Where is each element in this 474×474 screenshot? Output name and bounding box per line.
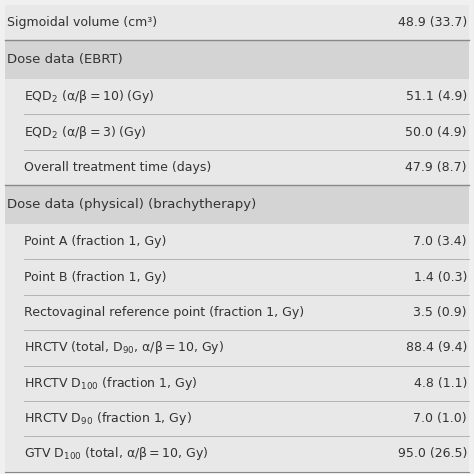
- Text: Sigmoidal volume (cm³): Sigmoidal volume (cm³): [7, 16, 157, 29]
- Bar: [5, 295, 469, 330]
- Text: 48.9 (33.7): 48.9 (33.7): [398, 16, 467, 29]
- Bar: [5, 365, 469, 401]
- Text: 47.9 (8.7): 47.9 (8.7): [405, 161, 467, 174]
- Text: Overall treatment time (days): Overall treatment time (days): [24, 161, 211, 174]
- Text: Dose data (EBRT): Dose data (EBRT): [7, 53, 123, 66]
- Text: HRCTV D$_{90}$ (fraction 1, Gy): HRCTV D$_{90}$ (fraction 1, Gy): [24, 410, 191, 427]
- Bar: [5, 224, 469, 259]
- Text: GTV D$_{100}$ (total, α/β = 10, Gy): GTV D$_{100}$ (total, α/β = 10, Gy): [24, 446, 209, 463]
- Text: 95.0 (26.5): 95.0 (26.5): [398, 447, 467, 460]
- Bar: [5, 259, 469, 295]
- Text: 3.5 (0.9): 3.5 (0.9): [413, 306, 467, 319]
- Text: EQD$_2$ (α/β = 10) (Gy): EQD$_2$ (α/β = 10) (Gy): [24, 88, 155, 105]
- Bar: [5, 436, 469, 472]
- Text: HRCTV D$_{100}$ (fraction 1, Gy): HRCTV D$_{100}$ (fraction 1, Gy): [24, 375, 197, 392]
- Bar: [5, 5, 469, 40]
- Bar: [5, 79, 469, 114]
- Bar: [5, 401, 469, 436]
- Bar: [5, 150, 469, 185]
- Text: 7.0 (3.4): 7.0 (3.4): [413, 235, 467, 248]
- Text: 50.0 (4.9): 50.0 (4.9): [405, 126, 467, 138]
- Text: 1.4 (0.3): 1.4 (0.3): [413, 271, 467, 283]
- Bar: [5, 40, 469, 79]
- Text: 88.4 (9.4): 88.4 (9.4): [406, 341, 467, 355]
- Bar: [5, 185, 469, 224]
- Text: Point A (fraction 1, Gy): Point A (fraction 1, Gy): [24, 235, 166, 248]
- Text: EQD$_2$ (α/β = 3) (Gy): EQD$_2$ (α/β = 3) (Gy): [24, 124, 146, 141]
- Text: 51.1 (4.9): 51.1 (4.9): [406, 90, 467, 103]
- Text: Rectovaginal reference point (fraction 1, Gy): Rectovaginal reference point (fraction 1…: [24, 306, 304, 319]
- Text: HRCTV (total, D$_{90}$, α/β = 10, Gy): HRCTV (total, D$_{90}$, α/β = 10, Gy): [24, 339, 224, 356]
- Bar: [5, 114, 469, 150]
- Text: 7.0 (1.0): 7.0 (1.0): [413, 412, 467, 425]
- Text: Dose data (physical) (brachytherapy): Dose data (physical) (brachytherapy): [7, 198, 256, 211]
- Text: Point B (fraction 1, Gy): Point B (fraction 1, Gy): [24, 271, 166, 283]
- Bar: [5, 330, 469, 365]
- Text: 4.8 (1.1): 4.8 (1.1): [413, 377, 467, 390]
